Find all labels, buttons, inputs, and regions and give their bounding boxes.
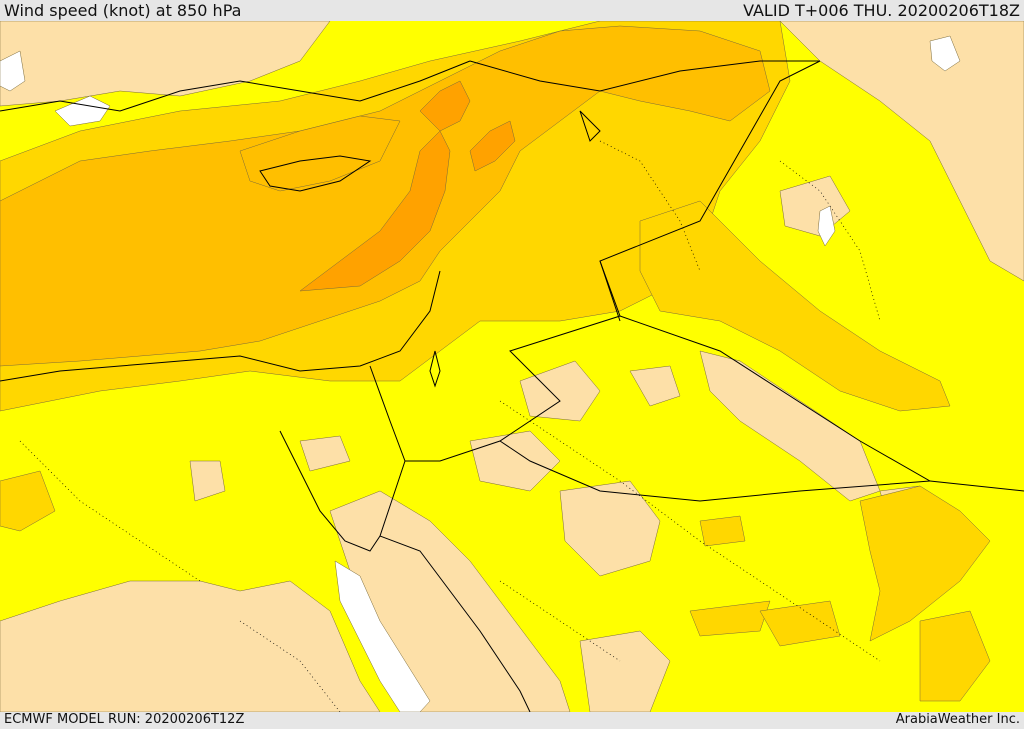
map-title: Wind speed (knot) at 850 hPa xyxy=(4,1,242,20)
brand-label: ArabiaWeather Inc. xyxy=(895,712,1020,727)
wind-map[interactable] xyxy=(0,21,1024,712)
valid-time: VALID T+006 THU. 20200206T18Z xyxy=(743,1,1020,20)
header-bar: Wind speed (knot) at 850 hPa VALID T+006… xyxy=(0,0,1024,21)
coastlines-and-borders xyxy=(0,60,1024,712)
wind-speed-map-svg xyxy=(0,21,1024,712)
footer-bar: ECMWF MODEL RUN: 20200206T12Z ArabiaWeat… xyxy=(0,712,1024,729)
field-gale-regions xyxy=(299,80,516,292)
field-light-regions xyxy=(0,21,1024,712)
field-calm-regions xyxy=(0,35,961,712)
model-run-label: ECMWF MODEL RUN: 20200206T12Z xyxy=(4,712,245,727)
province-boundaries xyxy=(19,140,881,712)
field-strong-regions xyxy=(0,25,771,367)
